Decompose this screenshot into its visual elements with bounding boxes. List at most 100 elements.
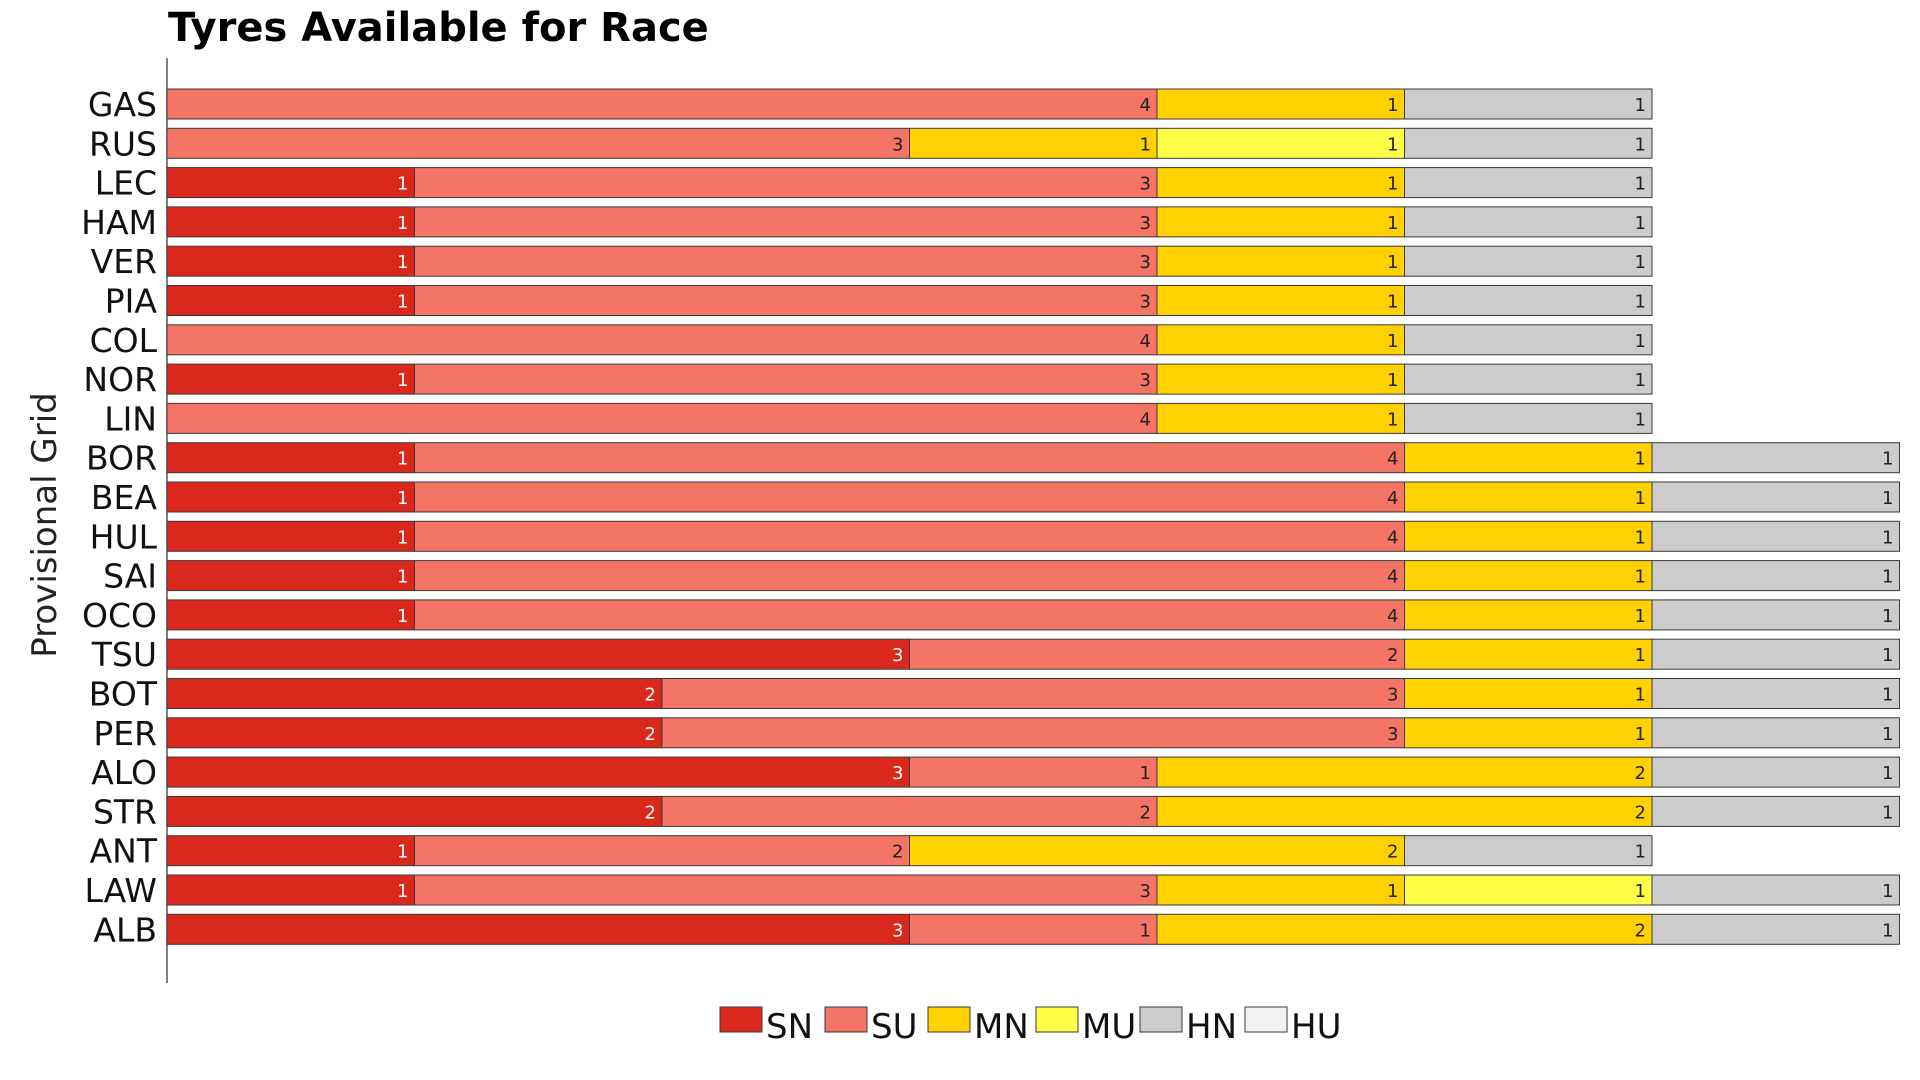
legend-swatch-su [824, 1006, 868, 1033]
bar-sai-sn [166, 560, 415, 592]
value-label-bea-sn: 1 [397, 488, 408, 509]
value-label-ant-su: 2 [892, 842, 903, 863]
bar-col-mn [1156, 324, 1405, 356]
value-label-ham-sn: 1 [397, 213, 408, 234]
bar-lec-hn [1404, 167, 1653, 199]
y-tick-ver: VER [91, 242, 157, 281]
bar-pia-mn [1156, 285, 1405, 316]
bar-col-su [166, 324, 1158, 356]
y-tick-per: PER [93, 714, 157, 753]
bar-hul-mn [1404, 520, 1653, 552]
value-label-alb-su: 1 [1140, 920, 1151, 941]
bar-lin-hn [1404, 402, 1653, 434]
value-label-nor-hn: 1 [1635, 370, 1646, 391]
legend-label-hn: HN [1186, 1007, 1237, 1047]
bar-gas-su [166, 88, 1158, 120]
value-label-hul-hn: 1 [1882, 527, 1893, 548]
value-label-alb-hn: 1 [1882, 920, 1893, 941]
value-label-lec-sn: 1 [397, 174, 408, 195]
value-label-ham-hn: 1 [1635, 213, 1646, 234]
value-label-ant-hn: 1 [1635, 842, 1646, 863]
bar-pia-su [414, 285, 1158, 316]
value-label-pia-mn: 1 [1387, 292, 1398, 313]
value-label-law-mu: 1 [1635, 881, 1646, 902]
bar-gas-mn [1156, 88, 1405, 120]
bar-lec-sn [166, 167, 415, 199]
bar-alo-hn [1651, 756, 1900, 788]
value-label-bea-hn: 1 [1882, 488, 1893, 509]
bar-col-hn [1404, 324, 1653, 356]
bar-sai-su [414, 560, 1405, 592]
y-tick-col: COL [90, 321, 158, 360]
value-label-str-mn: 2 [1635, 802, 1646, 823]
value-label-lec-hn: 1 [1635, 174, 1646, 195]
bar-law-mu [1404, 874, 1653, 906]
bar-alb-sn [166, 913, 910, 945]
bar-ver-sn [166, 245, 415, 277]
value-label-bot-mn: 1 [1635, 685, 1646, 706]
bar-law-sn [166, 874, 415, 906]
legend-swatch-mu [1035, 1006, 1079, 1033]
value-label-nor-su: 3 [1140, 370, 1151, 391]
bar-lin-mn [1156, 402, 1405, 434]
value-label-str-hn: 1 [1882, 802, 1893, 823]
bar-per-mn [1404, 717, 1653, 749]
y-tick-alb: ALB [93, 910, 157, 949]
value-label-law-hn: 1 [1882, 881, 1893, 902]
y-tick-ant: ANT [90, 832, 158, 871]
bar-ham-su [414, 206, 1158, 238]
value-label-ham-su: 3 [1140, 213, 1151, 234]
bar-oco-mn [1404, 599, 1653, 631]
y-tick-hul: HUL [90, 517, 158, 556]
value-label-ham-mn: 1 [1387, 213, 1398, 234]
value-label-sai-hn: 1 [1882, 567, 1893, 588]
bar-hul-sn [166, 520, 415, 552]
value-label-lin-su: 4 [1140, 409, 1151, 430]
bar-hul-hn [1651, 520, 1900, 552]
legend-swatch-hu [1244, 1006, 1288, 1033]
legend-label-su: SU [871, 1007, 917, 1047]
value-label-alo-su: 1 [1140, 763, 1151, 784]
y-tick-oco: OCO [82, 596, 157, 635]
bar-lec-mn [1156, 167, 1405, 199]
value-label-alb-sn: 3 [892, 920, 903, 941]
bar-per-su [661, 717, 1405, 749]
value-label-alb-mn: 2 [1635, 920, 1646, 941]
value-label-tsu-mn: 1 [1635, 645, 1646, 666]
value-label-law-su: 3 [1140, 881, 1151, 902]
value-label-rus-mn: 1 [1140, 134, 1151, 155]
bar-str-mn [1156, 795, 1653, 827]
bar-gas-hn [1404, 88, 1653, 120]
value-label-bot-hn: 1 [1882, 685, 1893, 706]
value-label-lin-hn: 1 [1635, 409, 1646, 430]
value-label-oco-mn: 1 [1635, 606, 1646, 627]
value-label-pia-su: 3 [1140, 292, 1151, 313]
value-label-gas-mn: 1 [1387, 95, 1398, 116]
value-label-hul-su: 4 [1387, 527, 1398, 548]
value-label-ver-hn: 1 [1635, 252, 1646, 273]
bar-ver-mn [1156, 245, 1405, 277]
y-tick-str: STR [93, 792, 157, 831]
value-label-sai-su: 4 [1387, 567, 1398, 588]
bar-oco-sn [166, 599, 415, 631]
value-label-rus-hn: 1 [1635, 134, 1646, 155]
value-label-col-su: 4 [1140, 331, 1151, 352]
bar-ham-sn [166, 206, 415, 238]
value-label-str-sn: 2 [645, 802, 656, 823]
bar-bea-hn [1651, 481, 1900, 513]
value-label-alo-hn: 1 [1882, 763, 1893, 784]
value-label-bea-mn: 1 [1635, 488, 1646, 509]
y-tick-rus: RUS [89, 124, 157, 163]
bar-bor-hn [1651, 442, 1900, 474]
bar-lec-su [414, 167, 1158, 199]
value-label-bot-su: 3 [1387, 685, 1398, 706]
bar-pia-sn [166, 285, 415, 316]
value-label-bea-su: 4 [1387, 488, 1398, 509]
bar-alo-mn [1156, 756, 1653, 788]
bar-per-hn [1651, 717, 1900, 749]
bar-alb-mn [1156, 913, 1653, 945]
legend-label-hu: HU [1291, 1007, 1341, 1047]
value-label-law-sn: 1 [397, 881, 408, 902]
value-label-alo-mn: 2 [1635, 763, 1646, 784]
value-label-law-mn: 1 [1387, 881, 1398, 902]
